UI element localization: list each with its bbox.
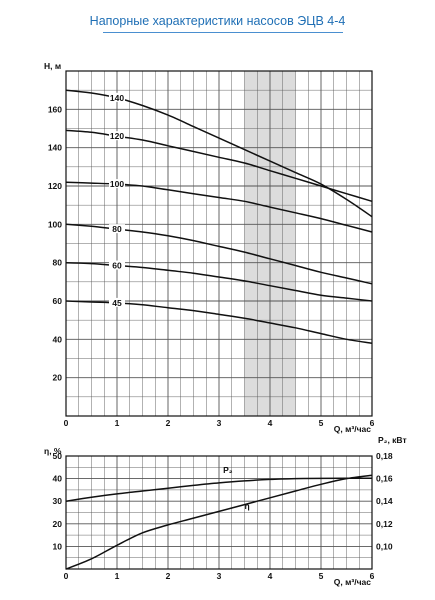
title-underline (103, 32, 343, 33)
x-tick-label: 0 (64, 418, 69, 428)
x-tick-label: 3 (217, 418, 222, 428)
y-tick-label: 20 (53, 519, 63, 529)
series-label-bg (109, 224, 125, 234)
x-tick-label: 3 (217, 571, 222, 581)
y-right-axis-label: P₂, кВт (378, 435, 407, 445)
series-label: 80 (112, 224, 122, 234)
y-right-tick-label: 0,12 (376, 519, 393, 529)
page-title: Напорные характеристики насосов ЭЦВ 4-4 (89, 14, 346, 28)
y-right-tick-label: 0,18 (376, 451, 393, 461)
y-axis-label: η, % (44, 446, 62, 456)
series-label: 100 (110, 179, 124, 189)
x-tick-label: 1 (115, 571, 120, 581)
x-tick-label: 6 (370, 571, 375, 581)
y-tick-label: 120 (48, 181, 62, 191)
series-label: P₂ (223, 465, 233, 475)
x-axis-label: Q, м³/час (334, 424, 371, 434)
series-label-bg (109, 297, 125, 307)
series-label: 45 (112, 298, 122, 308)
x-tick-label: 6 (370, 418, 375, 428)
x-tick-label: 1 (115, 418, 120, 428)
x-tick-label: 5 (319, 418, 324, 428)
series-line (65, 477, 373, 502)
plot-frame (65, 455, 373, 570)
series-label: 140 (110, 93, 124, 103)
y-tick-label: 100 (48, 219, 62, 229)
series-label-bg (109, 260, 125, 270)
x-tick-label: 0 (64, 571, 69, 581)
series-label-bg (109, 131, 125, 141)
x-tick-label: 4 (268, 571, 273, 581)
y-right-tick-label: 0,16 (376, 474, 393, 484)
plot-frame (65, 70, 373, 417)
x-tick-label: 2 (166, 571, 171, 581)
y-tick-label: 80 (53, 258, 63, 268)
x-axis-label: Q, м³/час (334, 577, 371, 587)
series-line (65, 474, 373, 570)
y-tick-label: 50 (53, 451, 63, 461)
y-tick-label: 60 (53, 296, 63, 306)
x-tick-label: 2 (166, 418, 171, 428)
series-label-bg (109, 92, 125, 102)
x-tick-label: 5 (319, 571, 324, 581)
y-tick-label: 10 (53, 541, 63, 551)
y-right-tick-label: 0,10 (376, 541, 393, 551)
y-tick-label: 30 (53, 496, 63, 506)
series-label: 60 (112, 261, 122, 271)
y-tick-label: 40 (53, 474, 63, 484)
y-tick-label: 160 (48, 104, 62, 114)
y-tick-label: 40 (53, 334, 63, 344)
series-label: 120 (110, 131, 124, 141)
y-tick-label: 20 (53, 373, 63, 383)
x-tick-label: 4 (268, 418, 273, 428)
y-tick-label: 140 (48, 143, 62, 153)
y-right-tick-label: 0,14 (376, 496, 393, 506)
y-axis-label: H, м (44, 61, 61, 71)
series-label: η (245, 501, 250, 511)
series-label-bg (109, 179, 125, 189)
